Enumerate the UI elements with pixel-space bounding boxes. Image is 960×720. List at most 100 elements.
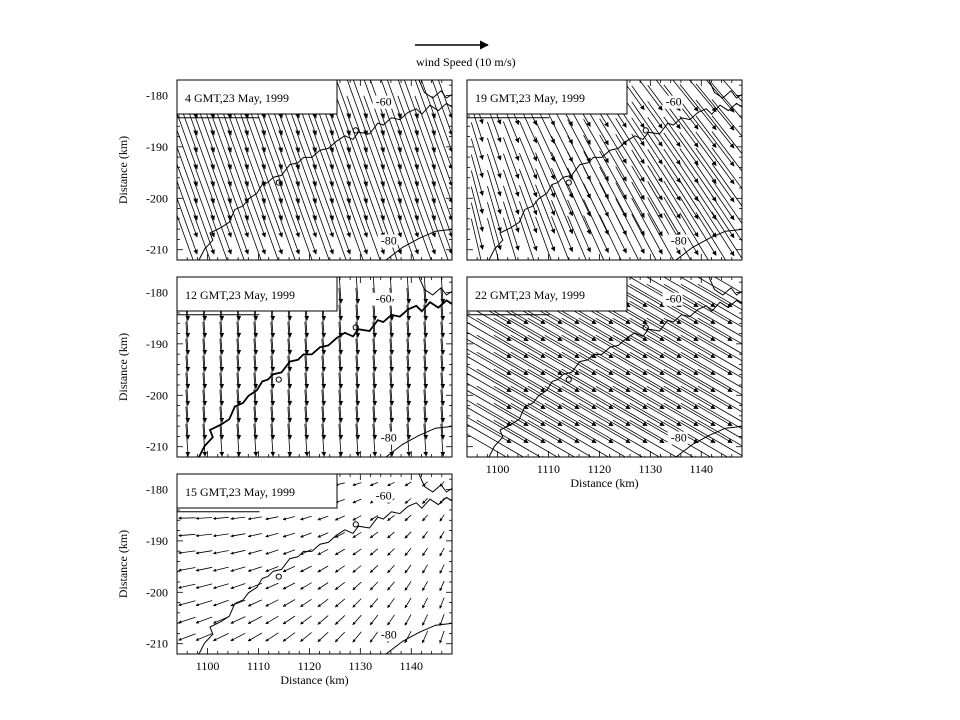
wind-vector xyxy=(711,195,742,242)
wind-vector xyxy=(177,197,198,255)
wind-vector xyxy=(321,372,327,406)
wind-vector xyxy=(387,564,395,574)
wind-vector xyxy=(230,583,246,590)
wind-vector xyxy=(372,406,378,440)
wind-vector xyxy=(312,129,334,187)
wind-vector xyxy=(397,129,419,187)
wind-vector xyxy=(583,151,609,200)
wind-vector xyxy=(551,200,574,253)
wind-vector xyxy=(711,115,742,155)
wind-vector xyxy=(476,419,546,457)
contour-label-bg xyxy=(377,628,398,642)
wind-vector xyxy=(304,372,310,406)
wind-vector xyxy=(470,138,484,178)
wind-vector xyxy=(423,372,429,406)
contour-label: -80 xyxy=(381,628,397,642)
wind-vector xyxy=(431,197,452,255)
terrain-contour-line xyxy=(418,80,452,99)
wind-vector xyxy=(551,184,574,235)
wind-vector xyxy=(304,406,310,440)
wind-vector xyxy=(431,146,452,204)
wind-vector xyxy=(679,180,717,238)
wind-vector xyxy=(185,338,191,372)
wind-vector xyxy=(389,321,395,355)
wind-vector xyxy=(414,112,436,170)
wind-vector xyxy=(679,132,717,184)
wind-vector xyxy=(389,355,395,389)
wind-vector xyxy=(230,632,246,642)
wind-vector xyxy=(352,515,362,521)
wind-vector xyxy=(317,582,329,590)
wind-vector xyxy=(334,515,345,521)
wind-vector xyxy=(355,423,361,457)
panel-title-frame xyxy=(176,276,338,312)
wind-vector xyxy=(346,112,368,170)
wind-vector xyxy=(578,368,648,410)
wind-vector xyxy=(372,304,378,338)
wind-vector xyxy=(493,317,563,359)
wind-vector xyxy=(431,95,452,153)
wind-vector xyxy=(599,118,627,164)
wind-vector xyxy=(437,80,452,119)
wind-vector xyxy=(177,180,198,238)
panel-5: -60 -80 15 GMT,23 May, 1999 -180 -190 -200 -21… xyxy=(116,473,453,687)
wind-vector xyxy=(679,84,717,131)
wind-vector xyxy=(439,597,445,609)
wind-vector xyxy=(519,169,538,216)
wind-vector xyxy=(423,304,429,338)
wind-vector xyxy=(467,365,512,393)
wind-vector xyxy=(612,419,682,457)
wind-vector xyxy=(689,80,717,113)
wind-vector xyxy=(493,385,563,427)
wind-vector xyxy=(679,164,717,220)
terrain-contour-line xyxy=(675,228,742,260)
wind-vector xyxy=(195,550,213,555)
wind-vector xyxy=(519,120,538,162)
wind-vector xyxy=(338,423,344,457)
panel-title-frame xyxy=(176,473,338,509)
wind-vector xyxy=(645,277,699,308)
wind-vector xyxy=(705,80,735,113)
wind-vector xyxy=(662,277,716,308)
terrain-contour-line xyxy=(198,299,452,457)
x-tick-label: 1100 xyxy=(196,659,220,673)
wind-vector xyxy=(647,133,681,184)
wind-vector xyxy=(439,547,445,557)
x-tick-label: 1110 xyxy=(247,659,270,673)
wind-vector xyxy=(265,532,279,538)
wind-vector xyxy=(270,389,276,423)
wind-vector xyxy=(440,277,446,304)
wind-vector xyxy=(629,317,699,359)
wind-vector xyxy=(423,355,429,389)
wind-vector xyxy=(423,277,429,304)
wind-vector xyxy=(696,277,742,304)
contour-label-bg xyxy=(662,95,683,109)
wind-vector xyxy=(195,600,213,607)
contour-label-bg xyxy=(372,292,393,306)
wind-vector xyxy=(346,214,364,260)
wind-vector xyxy=(423,389,429,423)
wind-vector xyxy=(519,217,535,260)
wind-vector xyxy=(389,338,395,372)
wind-vector xyxy=(355,338,361,372)
wind-vector xyxy=(680,334,742,372)
wind-vector xyxy=(177,146,198,204)
wind-vector xyxy=(387,548,395,556)
wind-vector xyxy=(352,548,362,556)
wind-vector xyxy=(244,163,266,221)
wind-vector xyxy=(615,166,645,219)
wind-vector xyxy=(397,112,419,170)
wind-vector xyxy=(679,277,733,308)
wind-vector xyxy=(270,338,276,372)
wind-vector xyxy=(369,581,379,591)
wind-vector xyxy=(236,321,242,355)
wind-vector xyxy=(414,95,436,153)
wind-vector xyxy=(278,163,300,221)
wind-vector xyxy=(346,163,368,221)
wind-vector xyxy=(261,214,279,260)
wind-vector xyxy=(440,389,446,423)
wind-vector xyxy=(210,180,232,238)
wind-vector xyxy=(369,80,385,119)
contour-label: -80 xyxy=(671,431,687,445)
wind-vector xyxy=(261,163,283,221)
